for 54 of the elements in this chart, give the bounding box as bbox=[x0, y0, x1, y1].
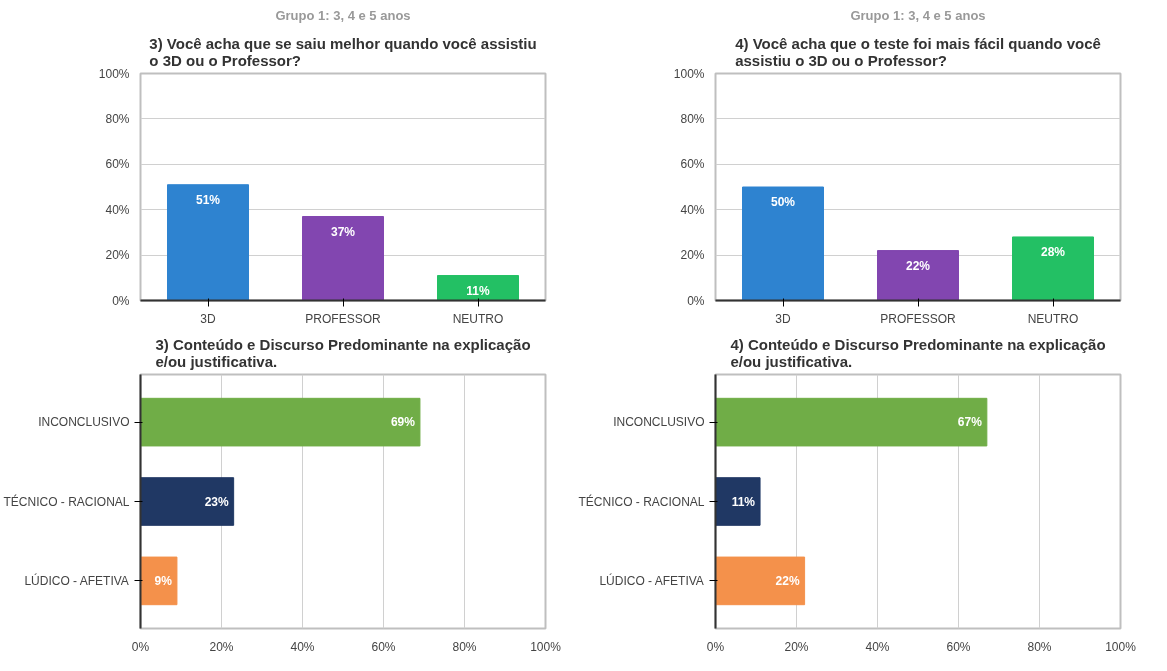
x-tick-label: 80% bbox=[452, 639, 477, 654]
y-tick-label: INCONCLUSIVO bbox=[38, 415, 130, 430]
y-tick-label: 100% bbox=[98, 66, 130, 81]
x-tick-label: 80% bbox=[1027, 639, 1052, 654]
y-tick-label: 80% bbox=[105, 111, 130, 126]
y-tick-label: 0% bbox=[112, 293, 130, 308]
data-label: 50% bbox=[770, 195, 796, 209]
chart-subtitle: Grupo 1: 3, 4 e 5 anos bbox=[850, 7, 986, 23]
data-label: 11% bbox=[466, 283, 491, 298]
y-tick-label: LÚDICO - AFETIVA bbox=[24, 572, 129, 588]
data-label: 67% bbox=[957, 415, 983, 430]
x-tick-label: 40% bbox=[865, 639, 890, 654]
x-tick-label: 100% bbox=[530, 639, 562, 654]
data-label: 22% bbox=[775, 573, 800, 588]
chart-title: 4) Conteúdo e Discurso Predominante na explicação e/ou justificativa. bbox=[730, 335, 1106, 370]
y-tick-label: INCONCLUSIVO bbox=[613, 415, 705, 430]
x-tick-label: 60% bbox=[946, 639, 971, 654]
y-tick-label: 60% bbox=[680, 157, 705, 172]
x-tick-label: NEUTRO bbox=[452, 311, 504, 326]
chart-title: 4) Você acha que o teste foi mais fácil quando você assistiu o 3D ou o Professor? bbox=[735, 34, 1101, 69]
chart-subtitle: Grupo 1: 3, 4 e 5 anos bbox=[275, 7, 411, 23]
chart-title: 3) Você acha que se saiu melhor quando você assistiu o 3D ou o Professor? bbox=[149, 34, 537, 69]
data-label: 37% bbox=[330, 224, 356, 239]
y-tick-label: 100% bbox=[673, 66, 705, 81]
x-tick-label: 3D bbox=[200, 311, 216, 326]
y-tick-label: TÉCNICO - RACIONAL bbox=[578, 493, 705, 509]
x-tick-label: 0% bbox=[131, 639, 150, 654]
y-tick-label: 20% bbox=[680, 248, 705, 263]
x-tick-label: 20% bbox=[209, 639, 234, 654]
x-tick-label: 60% bbox=[371, 639, 396, 654]
data-label: 51% bbox=[195, 192, 221, 207]
x-tick-label: 100% bbox=[1105, 639, 1137, 654]
x-tick-label: PROFESSOR bbox=[305, 311, 382, 326]
y-tick-label: 40% bbox=[105, 202, 130, 217]
chart-title: 3) Conteúdo e Discurso Predominante na explicação e/ou justificativa. bbox=[155, 335, 531, 370]
y-tick-label: 0% bbox=[687, 293, 705, 308]
x-tick-label: 3D bbox=[775, 311, 791, 326]
x-tick-label: PROFESSOR bbox=[880, 311, 957, 326]
x-tick-label: 40% bbox=[290, 639, 315, 654]
x-tick-label: 20% bbox=[784, 639, 809, 654]
y-tick-label: 80% bbox=[680, 111, 705, 126]
y-tick-label: 40% bbox=[680, 202, 705, 217]
data-label: 9% bbox=[154, 573, 173, 588]
data-label: 69% bbox=[390, 415, 416, 430]
x-tick-label: NEUTRO bbox=[1027, 311, 1079, 326]
y-tick-label: 20% bbox=[105, 248, 130, 263]
data-label: 28% bbox=[1040, 244, 1066, 259]
y-tick-label: LÚDICO - AFETIVA bbox=[599, 572, 704, 588]
data-label: 23% bbox=[204, 494, 229, 509]
y-tick-label: 60% bbox=[105, 157, 130, 172]
data-label: 11% bbox=[731, 494, 756, 509]
x-tick-label: 0% bbox=[706, 639, 725, 654]
y-tick-label: TÉCNICO - RACIONAL bbox=[3, 493, 130, 509]
data-label: 22% bbox=[905, 258, 931, 273]
